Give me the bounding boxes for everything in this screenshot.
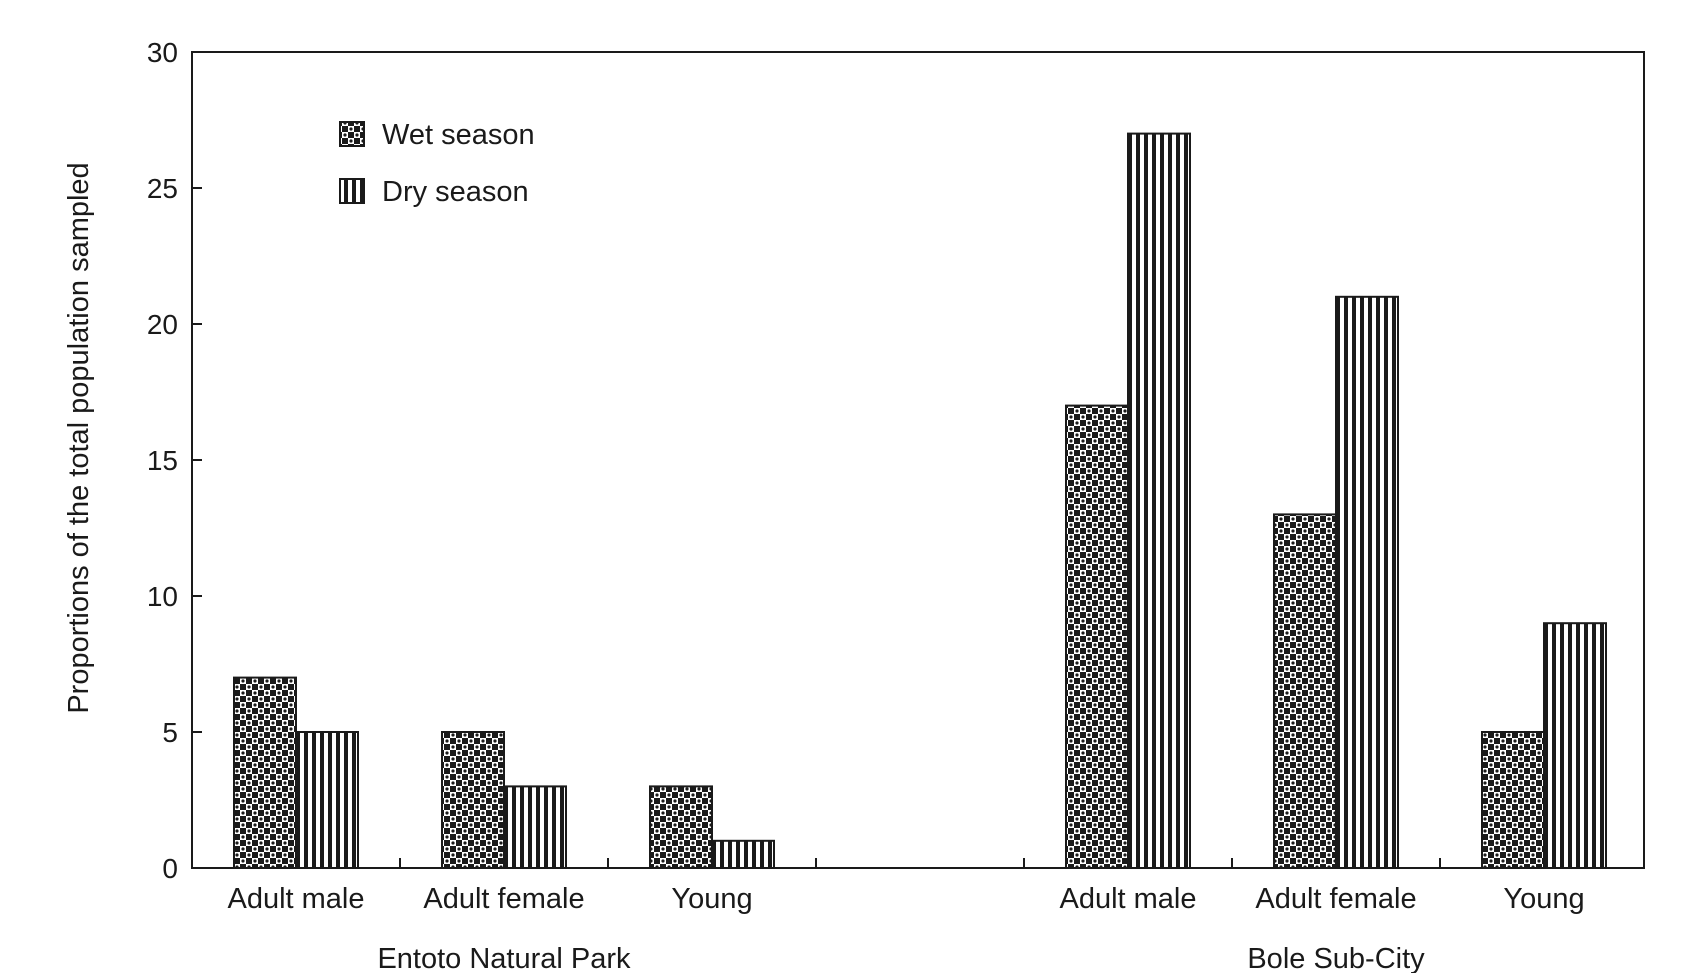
y-axis: 0 5 10 15 20 25 30 [147, 37, 202, 884]
legend: Wet season Dry season [339, 119, 535, 208]
y-axis-title: Proportions of the total population samp… [63, 162, 95, 713]
y-tick-label: 20 [147, 309, 178, 340]
bar-dry-season [1335, 295, 1399, 869]
bar-series [233, 132, 1607, 870]
bar-wet-season [1065, 404, 1129, 869]
bar-dry-season [503, 785, 567, 870]
y-tick-label: 0 [162, 853, 178, 884]
plot-area [191, 51, 1645, 869]
legend-label: Wet season [382, 119, 535, 151]
y-tick-label: 25 [147, 173, 178, 204]
bar-wet-season [233, 676, 297, 869]
y-tick-label: 30 [147, 37, 178, 68]
legend-swatch [339, 121, 365, 147]
y-tick-label: 5 [162, 717, 178, 748]
legend-swatch [339, 178, 365, 204]
plot-frame [191, 51, 1645, 869]
bar-dry-season [711, 839, 775, 869]
bar-wet-season [1273, 513, 1337, 870]
y-tick-label: 10 [147, 581, 178, 612]
bar-dry-season [1543, 622, 1607, 870]
bar-wet-season [441, 731, 505, 869]
x-tick-label: Adult male [1059, 883, 1196, 915]
legend-label: Dry season [382, 176, 529, 208]
x-tick-label: Adult female [423, 883, 584, 915]
group-label: Entoto Natural Park [377, 943, 631, 973]
x-tick-label: Adult male [227, 883, 364, 915]
x-axis: Adult male Adult female Young Entoto Natura… [227, 858, 1585, 973]
bar-dry-season [295, 731, 359, 869]
x-tick-label: Young [671, 883, 752, 915]
bar-wet-season [1481, 731, 1545, 869]
bar-wet-season [649, 785, 713, 870]
x-tick-label: Adult female [1255, 883, 1416, 915]
y-tick-label: 15 [147, 445, 178, 476]
bar-dry-season [1127, 132, 1191, 870]
x-tick-label: Young [1503, 883, 1584, 915]
group-label: Bole Sub-City [1247, 943, 1425, 973]
